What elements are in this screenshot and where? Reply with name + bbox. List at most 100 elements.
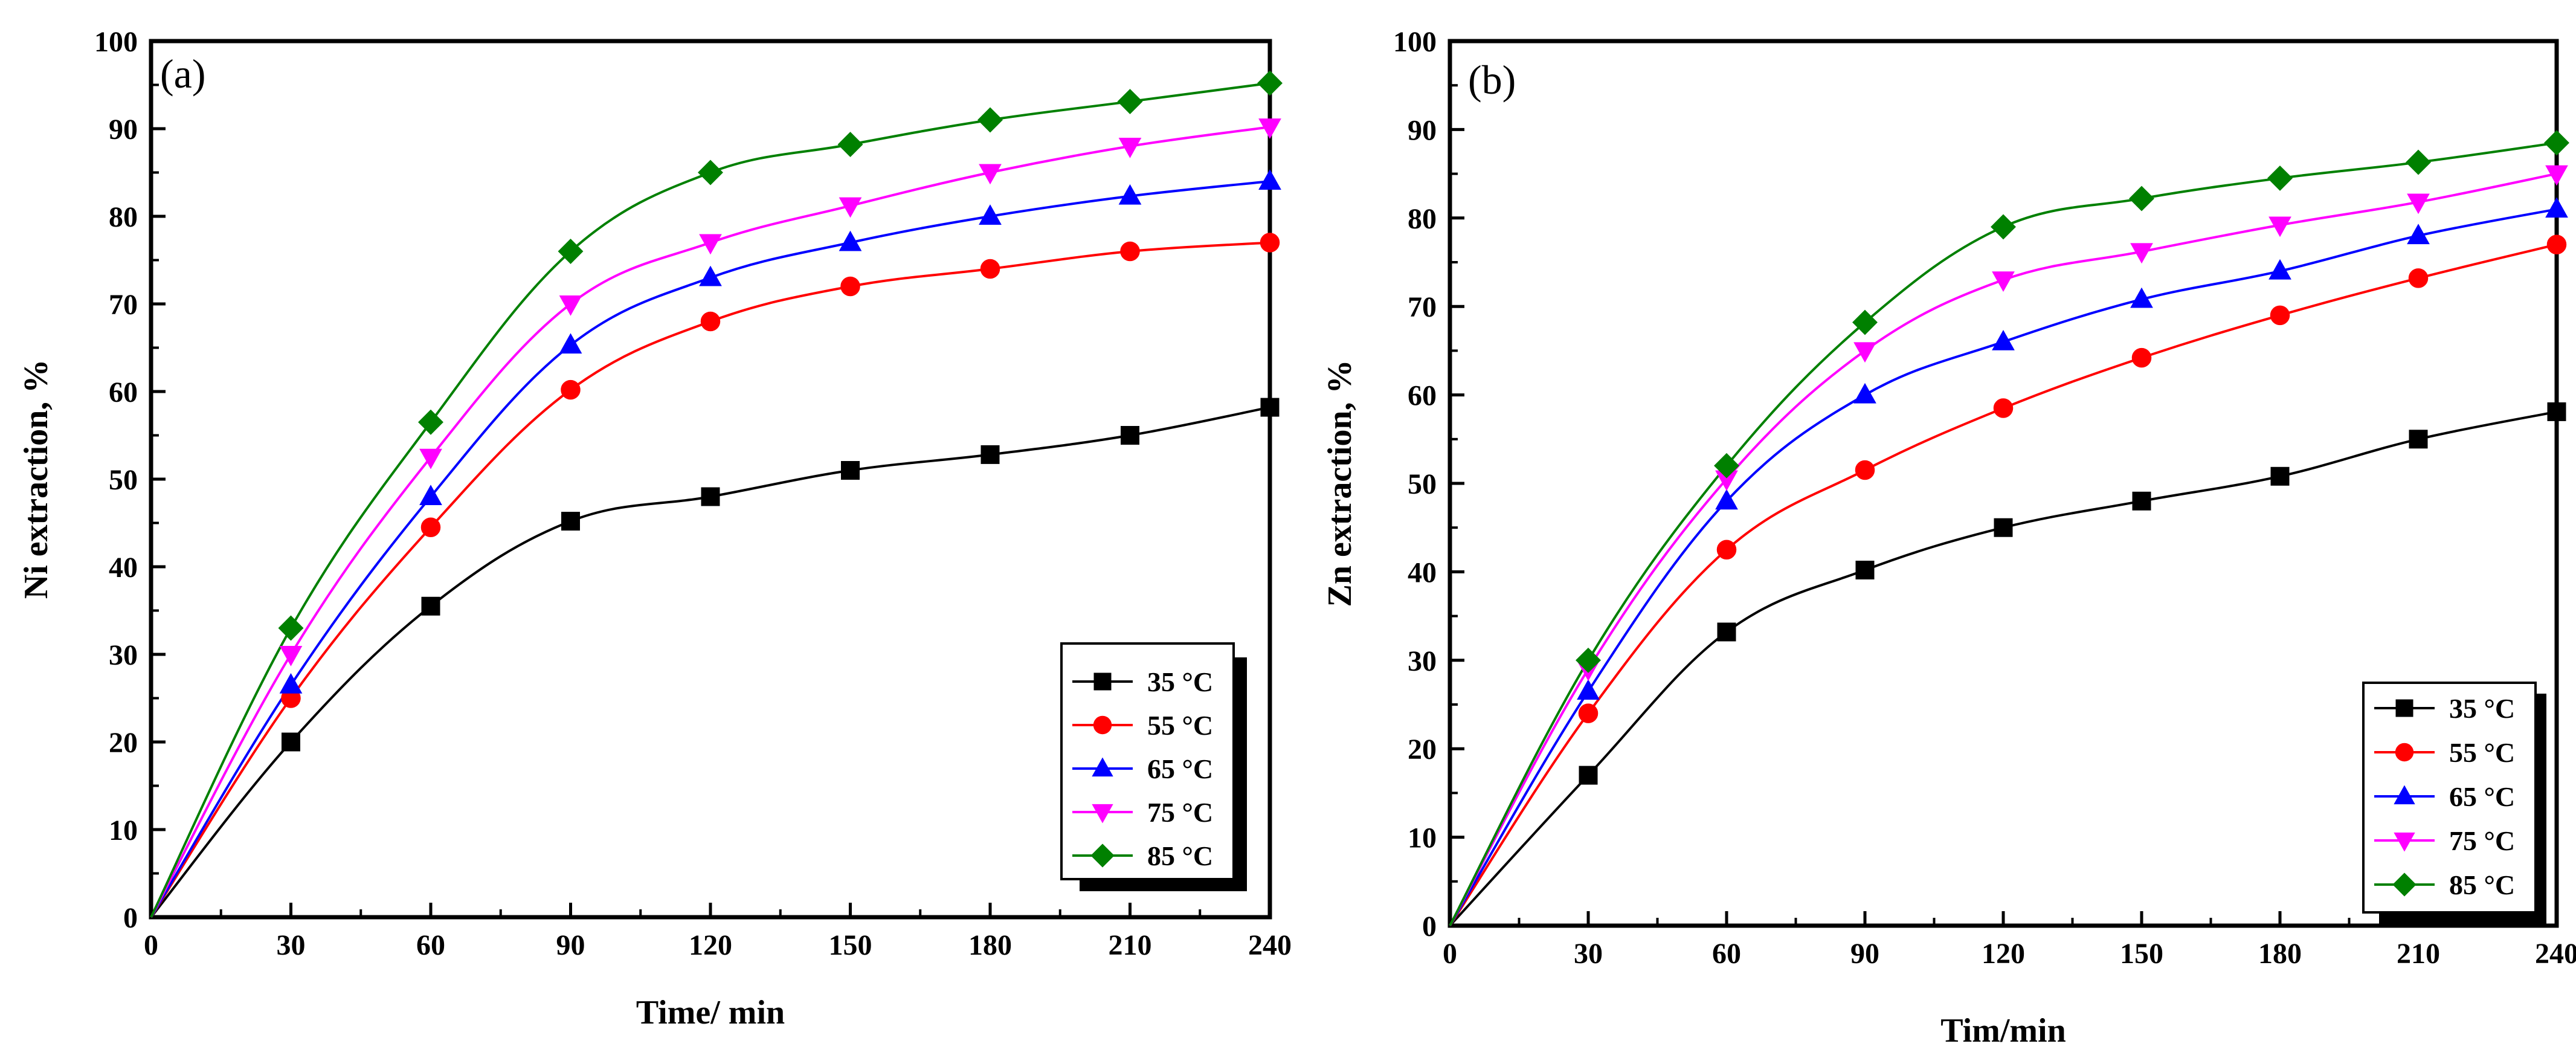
data-point: [2407, 224, 2430, 245]
y-tick-label: 10: [109, 814, 138, 847]
series-line: [150, 406, 1270, 918]
y-axis-title-a: Ni extraction, %: [18, 360, 55, 599]
data-point: [561, 512, 580, 531]
legend-marker: [1090, 843, 1115, 868]
panel-label-a: (a): [160, 51, 205, 97]
legend-marker: [2395, 699, 2413, 717]
data-point: [561, 379, 581, 400]
data-point: [1855, 560, 1875, 579]
data-point: [839, 230, 862, 251]
data-point: [1716, 540, 1737, 560]
legend-marker: [2394, 785, 2415, 805]
x-tick-label: 210: [1109, 929, 1152, 961]
x-axis-title-b: Tim/min: [1940, 1012, 2066, 1050]
y-axis-title-b: Zn extraction, %: [1321, 360, 1359, 607]
data-point: [1121, 426, 1139, 445]
data-point: [699, 234, 722, 255]
data-point: [2406, 149, 2431, 175]
data-point: [700, 311, 721, 332]
data-point: [1260, 233, 1280, 253]
legend-marker: [2394, 832, 2415, 852]
legend-marker: [2392, 872, 2417, 897]
data-point: [2267, 165, 2293, 191]
data-point: [2545, 197, 2568, 218]
legend-marker: [1092, 757, 1113, 777]
y-ticks-b: 0 10 20 30 40 50 60 70 80 90 100: [1393, 26, 1464, 943]
data-point: [559, 295, 582, 316]
data-point: [979, 164, 1002, 185]
x-tick-label: 180: [968, 929, 1012, 961]
y-tick-label: 0: [1422, 911, 1437, 943]
data-point: [1852, 309, 1878, 335]
data-point: [279, 672, 303, 694]
markers-a: [278, 70, 1283, 752]
data-point: [1117, 89, 1143, 115]
data-point: [421, 596, 440, 616]
legend-label: 55 °C: [1147, 710, 1213, 741]
data-point: [1715, 489, 1738, 510]
y-tick-label: 60: [109, 376, 138, 408]
x-tick-label: 120: [1982, 938, 2025, 970]
legend-label: 35 °C: [1147, 666, 1213, 697]
legend-label: 75 °C: [2449, 825, 2515, 856]
data-point: [2130, 243, 2153, 264]
x-tick-label: 210: [2397, 938, 2440, 970]
data-point: [1579, 766, 1598, 785]
data-point: [2546, 234, 2567, 254]
data-point: [1714, 453, 1739, 479]
x-tick-label: 150: [829, 929, 872, 961]
data-point: [418, 409, 443, 435]
data-point: [559, 333, 582, 354]
x-tick-label: 60: [1712, 938, 1741, 970]
x-tick-label: 240: [1248, 929, 1292, 961]
data-point: [279, 646, 303, 666]
y-tick-label: 70: [1408, 291, 1437, 323]
legend-marker: [2395, 743, 2414, 762]
x-tick-label: 30: [277, 929, 306, 961]
data-point: [1577, 679, 1600, 700]
x-axis-title-a: Time/ min: [636, 994, 785, 1031]
legend-label: 75 °C: [1147, 797, 1213, 828]
data-point: [278, 615, 304, 641]
data-point: [839, 197, 862, 218]
data-point: [2129, 185, 2154, 211]
data-point: [1992, 329, 2015, 350]
data-point: [419, 448, 442, 469]
data-point: [980, 445, 1000, 464]
y-tick-label: 60: [1408, 380, 1437, 412]
data-point: [2407, 193, 2430, 214]
data-point: [2132, 491, 2151, 511]
legend-label: 65 °C: [2449, 781, 2515, 812]
data-point: [2544, 130, 2569, 156]
data-point: [2547, 402, 2566, 421]
data-point: [701, 487, 720, 506]
series-line: [1449, 243, 2557, 927]
data-point: [1260, 398, 1280, 417]
data-point: [420, 517, 441, 537]
y-tick-label: 100: [1393, 26, 1437, 58]
data-point: [2408, 268, 2429, 288]
markers-b: [1576, 130, 2569, 785]
series-line: [1449, 208, 2557, 927]
y-ticks-a: 0 10 20 30 40 50 60 70 80 90 100: [94, 26, 166, 934]
y-tick-label: 80: [109, 201, 138, 233]
data-point: [977, 107, 1003, 133]
data-point: [2268, 259, 2291, 280]
data-point: [2131, 347, 2152, 368]
data-point: [841, 461, 860, 480]
data-point: [698, 160, 723, 185]
data-point: [1578, 703, 1599, 723]
x-tick-label: 150: [2120, 938, 2163, 970]
data-point: [1120, 241, 1140, 262]
data-point: [1717, 622, 1736, 642]
legend-label: 35 °C: [2449, 693, 2515, 724]
y-tick-label: 30: [109, 639, 138, 671]
y-tick-label: 10: [1408, 822, 1437, 854]
x-ticks-b: 0 30 60 90 120 150 180 210 240: [1443, 911, 2576, 970]
series-line: [150, 180, 1270, 918]
data-point: [1118, 138, 1142, 158]
data-point: [419, 485, 442, 505]
x-tick-label: 180: [2258, 938, 2302, 970]
data-point: [1258, 169, 1281, 190]
legend-label: 85 °C: [2449, 869, 2515, 900]
